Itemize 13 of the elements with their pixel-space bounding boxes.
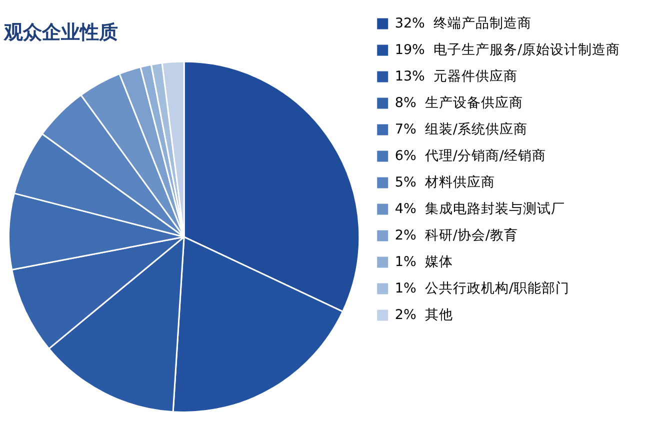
legend-label: 4% 集成电路封装与测试厂 — [394, 200, 565, 217]
legend-label: 1% 公共行政机构/职能部门 — [394, 280, 570, 296]
legend-label: 8% 生产设备供应商 — [394, 94, 523, 111]
legend-label: 2% 其他 — [394, 306, 453, 323]
legend-label: 7% 组装/系统供应商 — [394, 121, 528, 138]
chart-title: 观众企业性质 — [3, 21, 118, 44]
legend-label: 6% 代理/分销商/经销商 — [394, 148, 546, 164]
legend-label: 2% 科研/协会/教育 — [394, 226, 518, 244]
legend-label: 5% 材料供应商 — [394, 174, 495, 190]
legend-label: 13% 元器件供应商 — [394, 68, 518, 84]
legend-label: 1% 媒体 — [394, 254, 453, 270]
legend-label: 32% 终端产品制造商 — [394, 15, 532, 32]
legend-label: 19% 电子生产服务/原始设计制造商 — [394, 42, 620, 58]
